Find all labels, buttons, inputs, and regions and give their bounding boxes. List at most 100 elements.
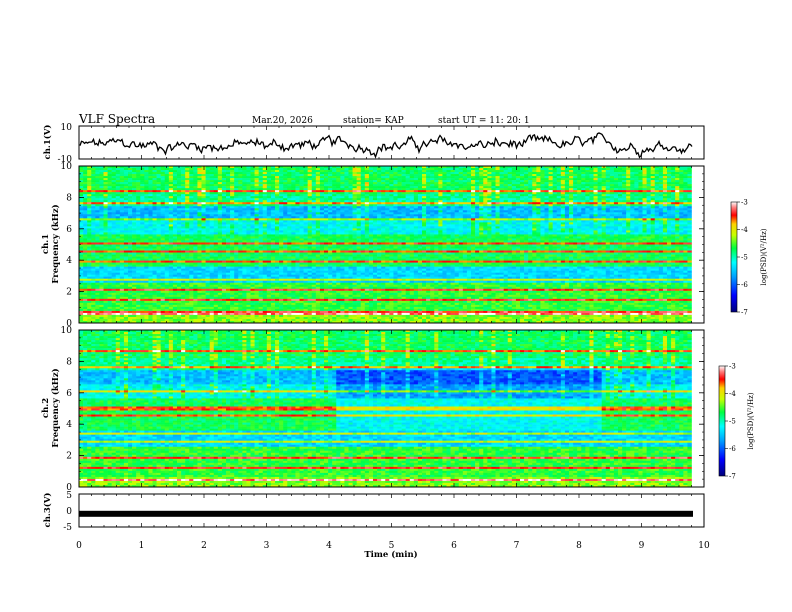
spectrogram-cell <box>618 208 623 211</box>
spectrogram-cell <box>683 170 688 173</box>
spectrogram-cell <box>503 224 509 227</box>
spectrogram-cell <box>556 200 562 203</box>
spectrogram-cell <box>389 218 394 221</box>
spectrogram-cell <box>270 208 276 211</box>
spectrogram-cell <box>132 202 137 205</box>
spectrogram-cell <box>119 226 125 229</box>
spectrogram-cell <box>462 228 468 231</box>
spectrogram-cell <box>479 186 484 189</box>
spectrogram-cell <box>401 180 406 183</box>
spectrogram-cell <box>270 222 276 225</box>
spectrogram-cell <box>679 210 684 213</box>
spectrogram-cell <box>242 174 247 177</box>
spectrogram-cell <box>442 204 447 207</box>
spectrogram-cell <box>115 184 121 187</box>
spectrogram-cell <box>626 184 631 187</box>
spectrogram-cell <box>430 180 435 183</box>
spectrogram-cell <box>205 200 210 203</box>
spectrogram-cell <box>332 218 337 221</box>
spectrogram-cell <box>528 194 533 197</box>
spectrogram-cell <box>189 194 194 197</box>
spectrogram-cell <box>662 210 668 213</box>
spectrogram-cell <box>132 208 137 211</box>
spectrogram-cell <box>675 210 680 213</box>
spectrogram-cell <box>156 188 161 191</box>
spectrogram-cell <box>144 184 149 187</box>
spectrogram-cell <box>205 210 210 213</box>
spectrogram-cell <box>172 216 178 219</box>
spectrogram-cell <box>671 214 676 217</box>
spectrogram-cell <box>270 170 276 173</box>
spectrogram-cell <box>307 216 313 219</box>
spectrogram-cell <box>609 194 615 197</box>
spectrogram-cell <box>197 196 202 199</box>
spectrogram-cell <box>132 182 137 185</box>
spectrogram-cell <box>479 202 484 205</box>
spectrogram-cell <box>393 172 398 175</box>
spectrogram-cell <box>242 228 247 231</box>
spectrogram-cell <box>475 190 480 193</box>
spectrogram-cell <box>577 206 582 209</box>
spectrogram-cell <box>328 200 333 203</box>
spectrogram-cell <box>270 186 276 189</box>
spectrogram-cell <box>185 224 190 227</box>
spectrogram-cell <box>687 218 692 221</box>
spectrogram-cell <box>687 184 692 187</box>
spectrogram-cell <box>646 204 651 207</box>
spectrogram-cell <box>262 198 268 201</box>
spectrogram-cell <box>417 180 423 183</box>
spectrogram-cell <box>393 190 398 193</box>
spectrogram-cell <box>324 212 329 215</box>
spectrogram-cell <box>213 218 219 221</box>
spectrogram-cell <box>667 170 672 173</box>
spectrogram-cell <box>368 194 374 197</box>
spectrogram-cell <box>577 182 582 185</box>
spectrogram-cell <box>687 180 692 183</box>
spectrogram-cell <box>83 230 88 233</box>
spectrogram-cell <box>532 172 537 175</box>
spectrogram-cell <box>515 182 521 185</box>
spectrogram-cell <box>311 202 317 205</box>
spectrogram-cell <box>601 190 607 193</box>
spectrogram-cell <box>201 230 206 233</box>
spectrogram-cell <box>622 168 627 171</box>
spectrogram-cell <box>140 220 145 223</box>
spectrogram-cell <box>315 214 321 217</box>
spectrogram-cell <box>230 180 235 183</box>
spectrogram-cell <box>564 184 570 187</box>
spectrogram-cell <box>511 194 517 197</box>
spectrogram-cell <box>434 180 439 183</box>
spectrogram-cell <box>393 212 398 215</box>
spectrogram-cell <box>426 172 431 175</box>
spectrogram-cell <box>221 188 227 191</box>
spectrogram-cell <box>360 166 366 169</box>
spectrogram-cell <box>671 176 676 179</box>
spectrogram-cell <box>499 228 504 231</box>
spectrogram-cell <box>258 222 264 225</box>
spectrogram-cell <box>205 198 210 201</box>
spectrogram-cell <box>132 196 137 199</box>
spectrogram-cell <box>95 216 100 219</box>
spectrogram-cell <box>662 200 668 203</box>
spectrogram-cell <box>381 172 386 175</box>
spectrogram-cell <box>458 218 464 221</box>
spectrogram-cell <box>683 218 688 221</box>
spectrogram-cell <box>658 220 664 223</box>
spectrogram-cell <box>528 188 533 191</box>
spectrogram-cell <box>585 192 590 195</box>
spectrogram-cell <box>107 188 112 191</box>
spectrogram-cell <box>319 224 325 227</box>
spectrogram-cell <box>328 190 333 193</box>
spectrogram-cell <box>111 210 117 213</box>
spectrogram-cell <box>295 206 300 209</box>
spectrogram-cell <box>201 196 206 199</box>
spectrogram-cell <box>642 212 647 215</box>
spectrogram-cell <box>254 200 259 203</box>
spectrogram-cell <box>185 176 190 179</box>
spectrogram-cell <box>111 178 117 181</box>
spectrogram-cell <box>136 210 141 213</box>
spectrogram-cell <box>360 184 366 187</box>
spectrogram-cell <box>618 168 623 171</box>
spectrogram-cell <box>213 182 219 185</box>
spectrogram-cell <box>638 202 643 205</box>
